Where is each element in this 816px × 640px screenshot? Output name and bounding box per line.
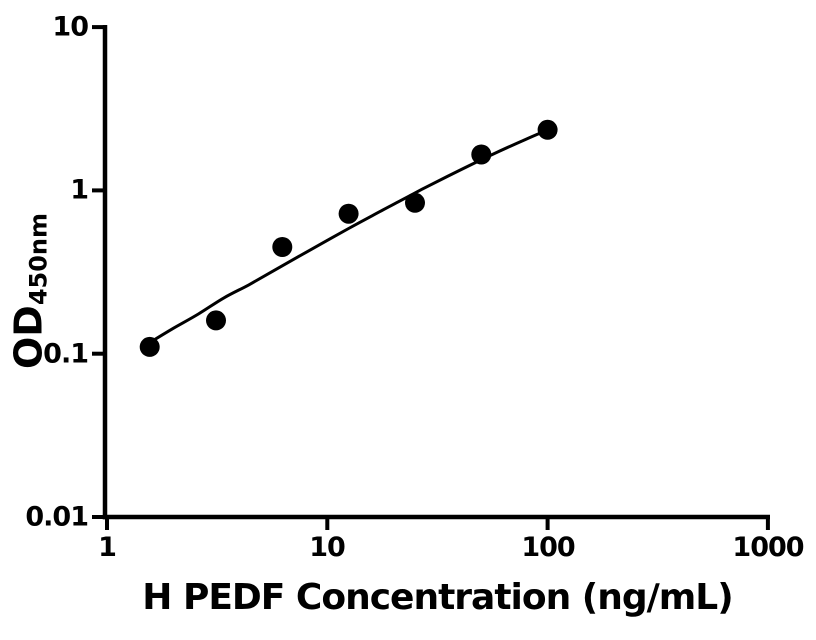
x-tick-label-10: 10 [309,532,346,563]
y-axis-title: OD450nm [6,212,53,370]
y-axis-title-main: OD [6,305,51,370]
data-point-marker [206,310,226,331]
x-tick-label-1000: 1000 [732,532,804,563]
x-axis-title: H PEDF Concentration (ng/mL) [142,577,733,618]
x-tick-label-100: 100 [521,532,575,563]
data-point-marker [272,237,293,257]
data-point-marker [537,119,558,140]
data-point-marker [405,192,425,213]
data-point-marker [338,203,359,224]
data-point-marker [471,144,492,165]
y-axis-title-subscript: 450nm [24,212,53,306]
x-tick-label-1: 1 [98,532,117,563]
y-tick-label-0p1: 0.1 [43,338,89,370]
y-tick-label-1: 1 [70,174,89,206]
y-tick-label-10: 10 [52,11,89,43]
data-point-marker [139,336,160,357]
y-tick-label-0p01: 0.01 [25,501,89,533]
